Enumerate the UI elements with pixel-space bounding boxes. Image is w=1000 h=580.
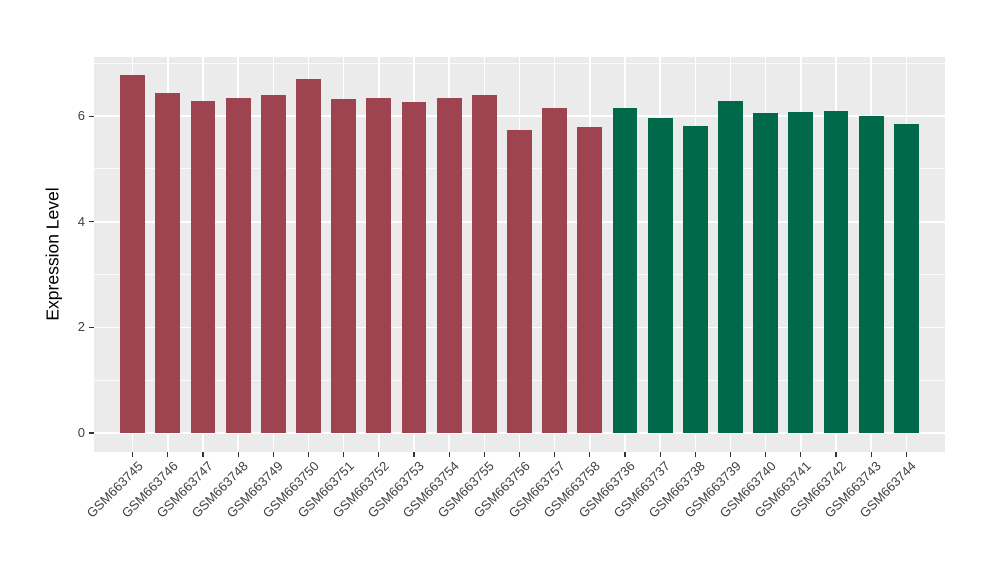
bar [120,74,146,433]
x-tick-mark [765,452,767,457]
x-tick-mark [589,452,591,457]
y-tick-label: 2 [77,319,85,335]
x-tick-mark [307,452,310,457]
y-axis-title: Expression Level [42,187,63,321]
x-tick-mark [448,452,450,457]
x-tick-mark [659,452,661,457]
bar [753,113,779,433]
y-tick-mark [89,221,94,223]
bar [436,97,462,433]
x-tick-mark [729,452,732,457]
bar [296,79,321,433]
x-tick-mark [343,452,345,457]
y-tick-mark [89,326,94,328]
x-tick-mark [483,452,485,457]
y-tick-label: 6 [77,108,85,124]
bar [401,101,427,433]
bar [331,99,357,433]
x-tick-mark [237,452,239,457]
bar [155,92,181,433]
x-tick-mark [554,452,556,457]
bar [718,101,743,433]
y-tick-label: 4 [77,213,85,229]
x-tick-mark [202,452,204,457]
x-tick-mark [413,452,415,457]
bar [260,95,286,433]
bar [893,123,919,433]
bar [366,98,392,433]
x-tick-mark [518,452,521,457]
x-tick-mark [624,452,626,457]
bar [577,127,603,433]
bar [647,117,673,433]
x-tick-mark [870,452,872,457]
bar [788,111,814,433]
bar [507,130,532,433]
bar [858,115,884,433]
bar [190,101,216,433]
bar [823,110,849,433]
x-tick-mark [800,452,802,457]
bar [682,125,708,433]
plot-panel [94,57,945,452]
x-tick-mark [167,452,169,457]
bar [612,108,638,433]
y-tick-label: 0 [77,424,85,440]
y-tick-mark [89,115,94,117]
bar [471,94,497,433]
x-tick-mark [694,452,696,457]
x-tick-mark [272,452,274,457]
x-tick-mark [378,452,380,457]
bar [542,108,568,433]
x-tick-mark [905,452,907,457]
y-tick-mark [89,432,94,434]
x-tick-mark [132,452,134,457]
x-tick-mark [835,452,837,457]
bar [225,98,251,433]
